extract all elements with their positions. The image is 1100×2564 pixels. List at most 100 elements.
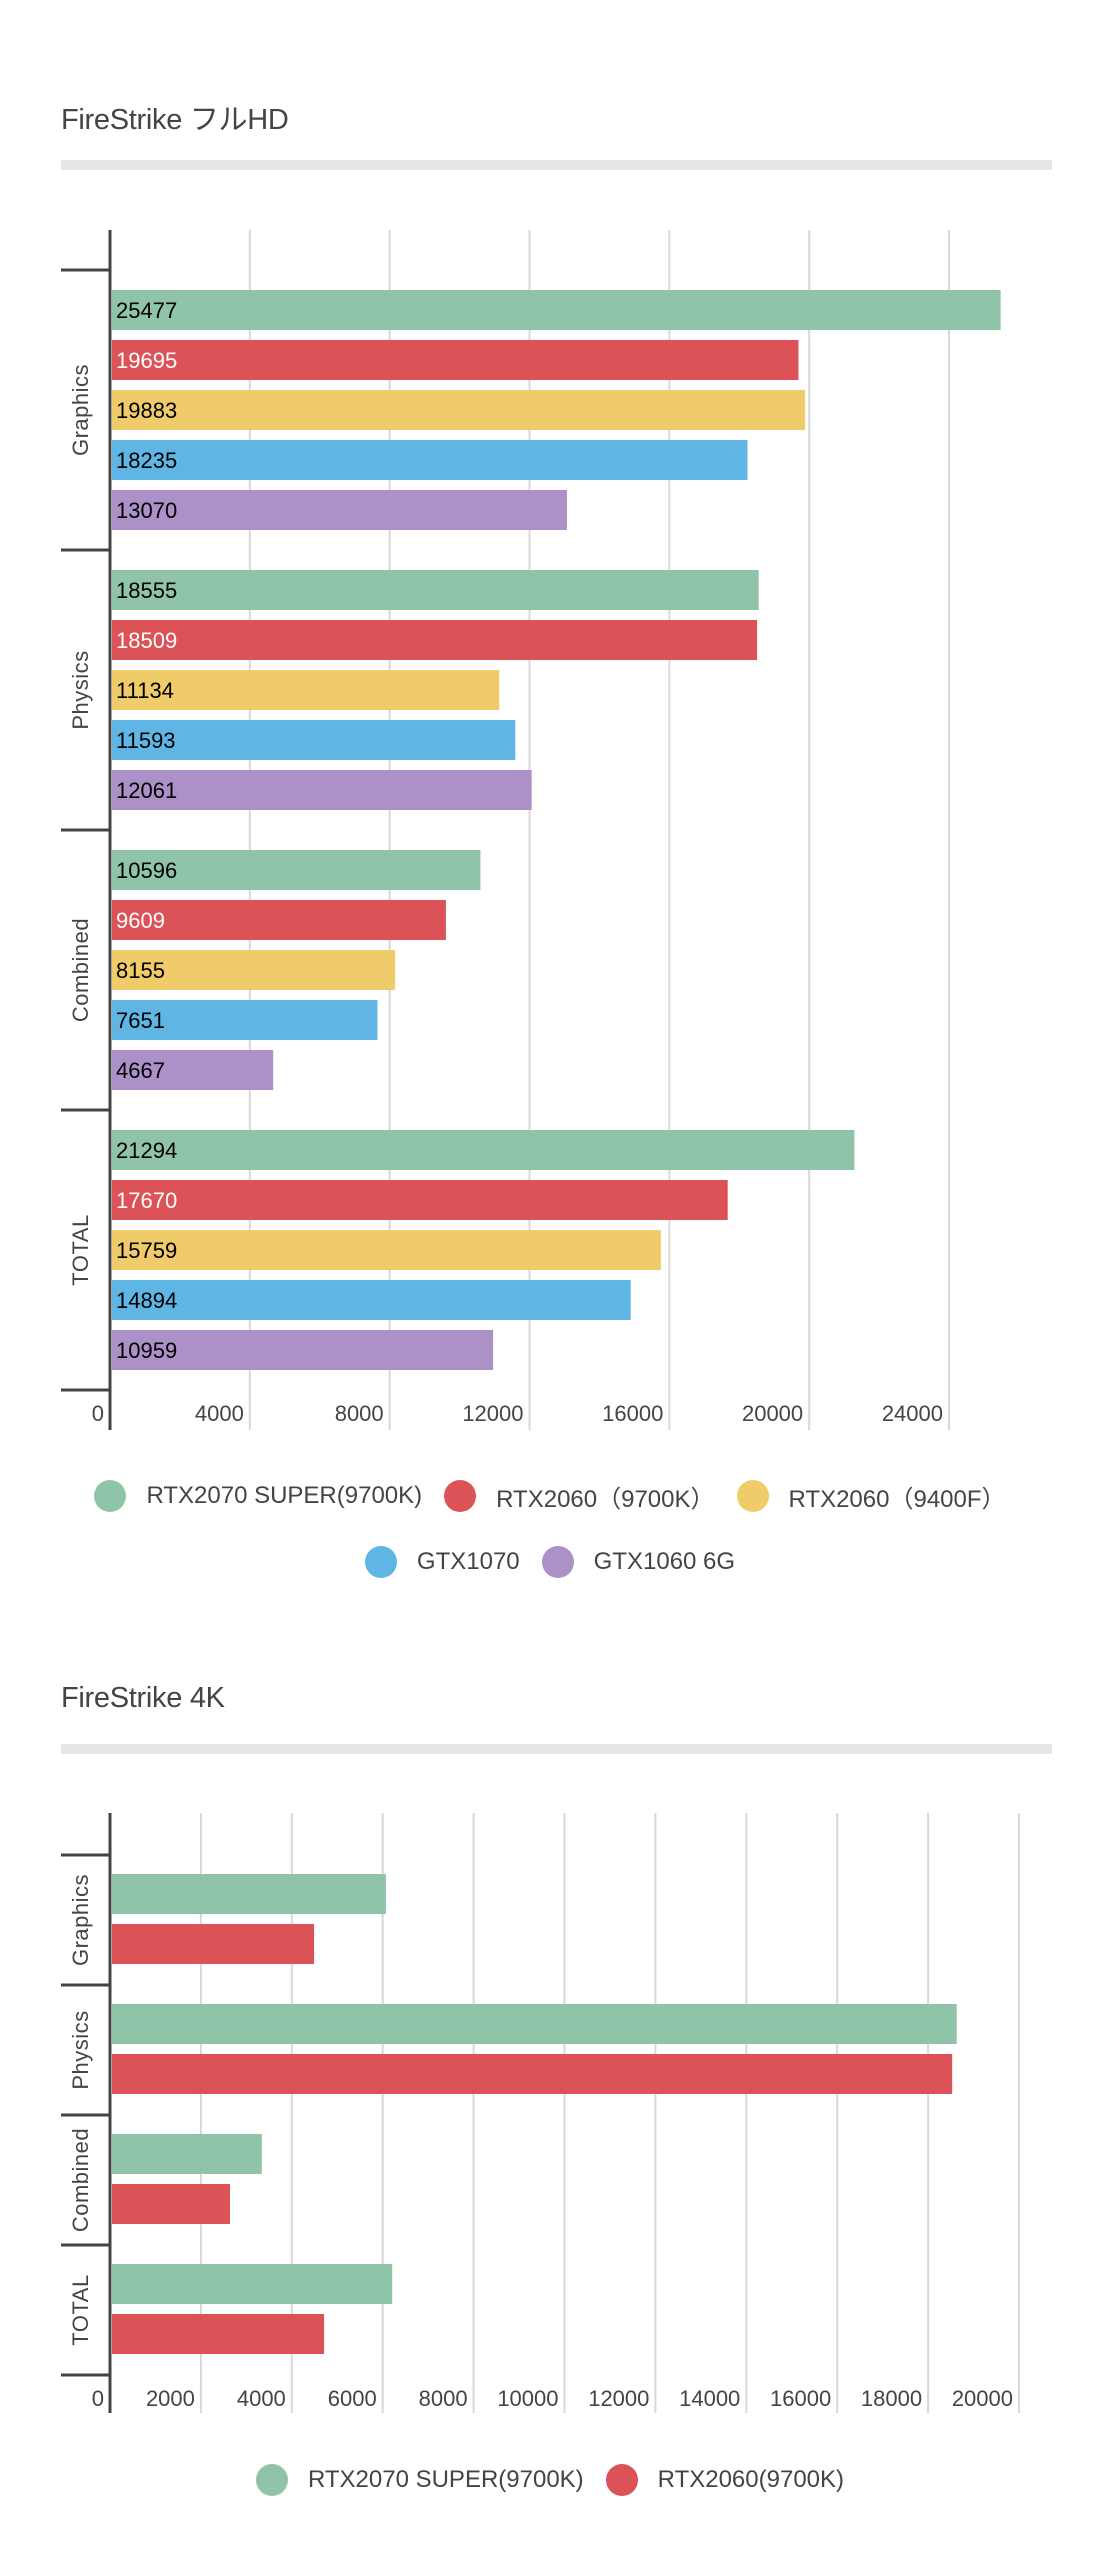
x-tick-label: 12000 xyxy=(588,2386,649,2411)
chart-4k: Graphics Physics Combined TOTAL 0 2000 4000 600… xyxy=(61,1813,1020,2413)
data-label: 11593 xyxy=(116,728,176,753)
legend-swatch-icon xyxy=(541,1546,574,1578)
x-tick-label: 4000 xyxy=(237,2386,286,2411)
category-label-physics: Physics xyxy=(68,2010,93,2089)
data-label: 10596 xyxy=(116,858,177,883)
legend-swatch-icon xyxy=(255,2464,288,2496)
bar-total-rtx2070-super-9700k xyxy=(112,2264,393,2304)
legend-swatch-icon xyxy=(94,1480,127,1512)
data-label: 4667 xyxy=(116,1058,165,1083)
legend-swatch-icon xyxy=(605,2464,638,2496)
legend-swatch-icon xyxy=(364,1546,397,1578)
bar-total-rtx2060-9400f xyxy=(112,1230,661,1270)
legend-row: RTX2070 SUPER(9700K) RTX2060（9700K） RTX206… xyxy=(83,1463,1016,1529)
category-label-graphics: Graphics xyxy=(68,1874,93,1966)
category-label-combined: Combined xyxy=(68,2128,93,2232)
legend-4k: RTX2070 SUPER(9700K) RTX2060(9700K) xyxy=(0,2447,1100,2513)
legend-item-rtx2070-super-9700k[interactable]: RTX2070 SUPER(9700K) xyxy=(94,1480,422,1512)
x-tick-label: 8000 xyxy=(419,2386,468,2411)
data-label: 7651 xyxy=(116,1008,165,1033)
x-tick-label: 16000 xyxy=(602,1401,663,1426)
data-label: 18235 xyxy=(116,448,177,473)
bar-graphics-rtx2070-super-9700k xyxy=(112,290,1001,330)
bar-physics-rtx2070-super-9700k xyxy=(112,570,759,610)
data-label: 14894 xyxy=(116,1288,177,1313)
bar-graphics-gtx1060-6g xyxy=(112,490,567,530)
x-tick-label: 0 xyxy=(92,1401,104,1426)
bar-graphics-gtx1070 xyxy=(112,440,748,480)
x-tick-label: 6000 xyxy=(328,2386,377,2411)
legend-label: GTX1060 6G xyxy=(593,1548,736,1575)
category-label-total: TOTAL xyxy=(68,2274,93,2345)
bar-graphics-rtx2060-9400f xyxy=(112,390,806,430)
legend-row: GTX1070 GTX1060 6G xyxy=(354,1529,746,1595)
data-label: 18509 xyxy=(116,628,177,653)
data-label: 10959 xyxy=(116,1338,177,1363)
legend-item-rtx2070-super-9700k[interactable]: RTX2070 SUPER(9700K) xyxy=(255,2464,584,2496)
bar-combined-rtx2060-9700k xyxy=(112,900,446,940)
bar-combined-rtx2070-super-9700k xyxy=(112,2134,262,2174)
legend-item-rtx2060-9400f[interactable]: RTX2060（9400F） xyxy=(736,1479,1006,1514)
legend-fullhd: RTX2070 SUPER(9700K) RTX2060（9700K） RTX206… xyxy=(0,1463,1100,1595)
bar-combined-rtx2060-9400f xyxy=(112,950,396,990)
bar-physics-gtx1060-6g xyxy=(112,770,532,810)
category-label-physics: Physics xyxy=(68,650,93,729)
bar-total-gtx1060-6g xyxy=(112,1330,494,1370)
bar-physics-rtx2060-9700k xyxy=(112,2054,953,2094)
x-tick-label: 8000 xyxy=(335,1401,384,1426)
bar-physics-rtx2070-super-9700k xyxy=(112,2004,957,2044)
bar-total-gtx1070 xyxy=(112,1280,631,1320)
legend-label: RTX2060（9700K） xyxy=(496,1485,715,1513)
bar-graphics-rtx2070-super-9700k xyxy=(112,1874,386,1914)
x-tick-label: 24000 xyxy=(882,1401,943,1426)
data-label: 13070 xyxy=(116,498,177,523)
data-label: 11134 xyxy=(116,678,174,703)
bar-combined-gtx1060-6g xyxy=(112,1050,274,1090)
legend-row: RTX2070 SUPER(9700K) RTX2060(9700K) xyxy=(245,2447,855,2513)
x-tick-label: 12000 xyxy=(462,1401,523,1426)
bar-combined-gtx1070 xyxy=(112,1000,378,1040)
category-label-total: TOTAL xyxy=(68,1214,93,1285)
data-label: 21294 xyxy=(116,1138,177,1163)
chart-title-4k: FireStrike 4K xyxy=(61,1682,225,1714)
x-tick-label: 16000 xyxy=(770,2386,831,2411)
legend-label: RTX2060（9400F） xyxy=(788,1485,1006,1513)
legend-swatch-icon xyxy=(444,1480,477,1512)
bar-combined-rtx2070-super-9700k xyxy=(112,850,481,890)
data-label: 15759 xyxy=(116,1238,177,1263)
bar-total-rtx2060-9700k xyxy=(112,2314,325,2354)
x-tick-label: 4000 xyxy=(195,1401,244,1426)
category-label-graphics: Graphics xyxy=(68,364,93,456)
legend-label: RTX2060(9700K) xyxy=(657,2466,845,2493)
category-label-combined: Combined xyxy=(68,918,93,1022)
x-tick-label: 2000 xyxy=(146,2386,195,2411)
bar-graphics-rtx2060-9700k xyxy=(112,1924,315,1964)
legend-item-rtx2060-9700k[interactable]: RTX2060（9700K） xyxy=(444,1479,715,1514)
bar-physics-rtx2060-9400f xyxy=(112,670,500,710)
title-divider-fullhd xyxy=(61,160,1052,170)
data-label: 25477 xyxy=(116,298,177,323)
x-tick-label: 20000 xyxy=(952,2386,1013,2411)
legend-item-rtx2060-9700k[interactable]: RTX2060(9700K) xyxy=(605,2464,845,2496)
x-tick-label: 0 xyxy=(92,2386,104,2411)
chart-title-fullhd: FireStrike フルHD xyxy=(61,104,289,136)
data-label: 19695 xyxy=(116,348,177,373)
x-tick-label: 18000 xyxy=(861,2386,922,2411)
legend-item-gtx1060-6g[interactable]: GTX1060 6G xyxy=(541,1546,736,1578)
legend-label: RTX2070 SUPER(9700K) xyxy=(307,2466,584,2493)
bar-physics-rtx2060-9700k xyxy=(112,620,758,660)
bar-total-rtx2060-9700k xyxy=(112,1180,728,1220)
legend-item-gtx1070[interactable]: GTX1070 xyxy=(364,1546,520,1578)
bar-combined-rtx2060-9700k xyxy=(112,2184,230,2224)
data-label: 18555 xyxy=(116,578,177,603)
legend-swatch-icon xyxy=(736,1480,769,1512)
chart-fullhd: 25477 19695 19883 18235 13070 Graphics 18555 18… xyxy=(61,230,1001,1430)
legend-label: RTX2070 SUPER(9700K) xyxy=(146,1482,423,1509)
bar-physics-gtx1070 xyxy=(112,720,516,760)
x-tick-label: 14000 xyxy=(679,2386,740,2411)
x-tick-label: 10000 xyxy=(497,2386,558,2411)
x-tick-label: 20000 xyxy=(742,1401,803,1426)
bar-graphics-rtx2060-9700k xyxy=(112,340,799,380)
legend-label: GTX1070 xyxy=(416,1548,520,1575)
title-divider-4k xyxy=(61,1744,1052,1754)
